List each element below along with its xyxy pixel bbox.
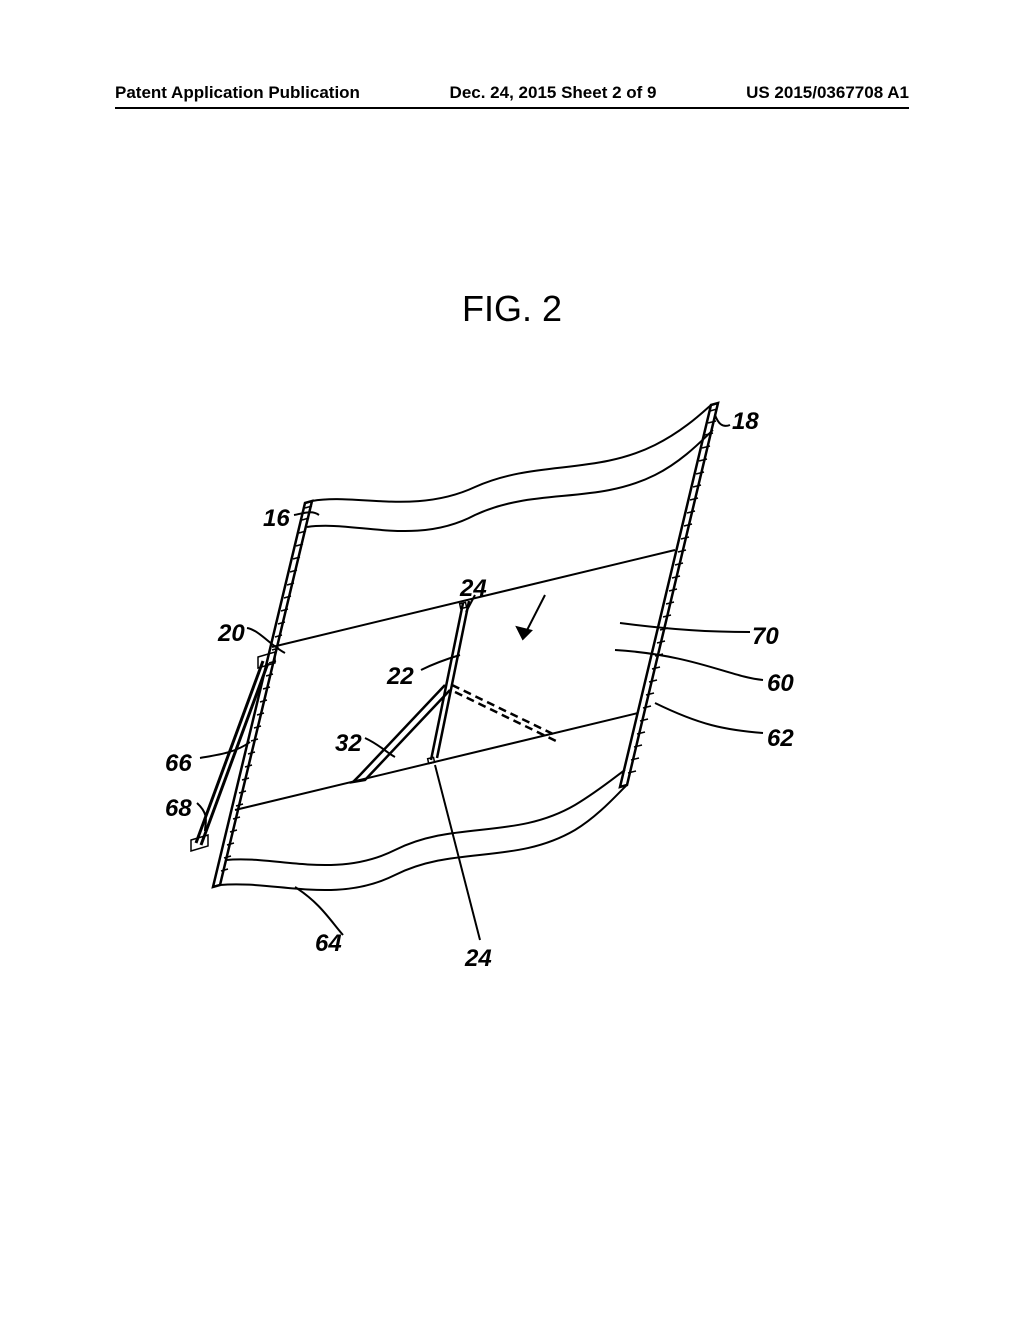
ref-62: 62 — [767, 725, 794, 753]
diagram-container: 16 18 20 22 24 24 32 60 62 64 66 68 70 — [155, 395, 875, 975]
header-right: US 2015/0367708 A1 — [746, 83, 909, 103]
ref-60: 60 — [767, 670, 794, 698]
ref-64: 64 — [315, 930, 342, 958]
ref-18: 18 — [732, 408, 759, 436]
ref-32: 32 — [335, 730, 362, 758]
ref-24a: 24 — [460, 575, 487, 603]
header-left: Patent Application Publication — [115, 83, 360, 103]
header-divider — [115, 107, 909, 109]
page-header: Patent Application Publication Dec. 24, … — [0, 83, 1024, 103]
ref-20: 20 — [218, 620, 245, 648]
ref-16: 16 — [263, 505, 290, 533]
ref-66: 66 — [165, 750, 192, 778]
figure-title: FIG. 2 — [462, 288, 562, 330]
ref-22: 22 — [387, 663, 414, 691]
ref-68: 68 — [165, 795, 192, 823]
header-center: Dec. 24, 2015 Sheet 2 of 9 — [450, 83, 657, 103]
ref-24b: 24 — [465, 945, 492, 973]
ref-70: 70 — [752, 623, 779, 651]
